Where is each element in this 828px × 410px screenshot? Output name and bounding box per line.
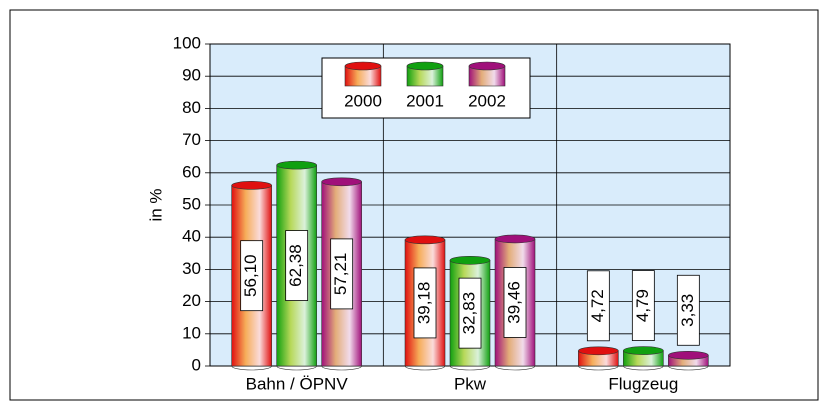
bar-top: [623, 346, 664, 355]
value-label: 4,72: [588, 289, 607, 322]
bar-top: [404, 235, 446, 245]
bar-top: [494, 234, 536, 244]
value-label: 39,18: [414, 282, 433, 325]
legend-label: 2001: [406, 91, 444, 110]
y-tick-label: 60: [182, 162, 201, 181]
value-label-box: [631, 270, 655, 341]
value-label-box: [330, 238, 354, 310]
legend-swatch-top: [406, 61, 444, 71]
bar-top: [449, 255, 491, 265]
bar-bottom: [494, 365, 536, 371]
value-label: 32,83: [459, 292, 478, 335]
bar-bottom: [449, 365, 491, 371]
value-label: 62,38: [286, 244, 305, 287]
value-label-box: [458, 277, 482, 349]
y-tick-label: 90: [182, 66, 201, 85]
legend-swatch-top: [344, 61, 382, 71]
y-tick-label: 80: [182, 98, 201, 117]
bar-bottom: [578, 365, 619, 371]
x-tick-label: Pkw: [454, 374, 487, 393]
value-label-box: [676, 274, 700, 346]
y-tick-label: 100: [173, 33, 201, 52]
value-label-box: [413, 267, 437, 339]
bar-bottom: [404, 365, 446, 371]
y-tick-label: 30: [182, 259, 201, 278]
value-label: 56,10: [241, 254, 260, 297]
value-label: 39,46: [504, 281, 523, 324]
legend-swatch-top: [468, 61, 506, 71]
bar-top: [578, 346, 619, 356]
bar-bottom: [231, 365, 272, 371]
legend-label: 2000: [344, 91, 382, 110]
value-label-box: [586, 270, 610, 342]
y-tick-label: 50: [182, 194, 201, 213]
bar-bottom: [321, 365, 362, 371]
y-tick-label: 40: [182, 227, 201, 246]
y-tick-label: 0: [192, 355, 201, 374]
value-label: 57,21: [331, 253, 350, 296]
legend-label: 2002: [468, 91, 506, 110]
x-tick-label: Bahn / ÖPNV: [246, 374, 349, 393]
y-tick-label: 20: [182, 291, 201, 310]
y-axis-label: in %: [146, 188, 165, 221]
value-label-box: [503, 267, 527, 338]
bar-top: [276, 160, 317, 170]
value-label-box: [285, 230, 309, 301]
bar-bottom: [623, 365, 664, 371]
y-tick-label: 10: [182, 323, 201, 342]
bar-bottom: [276, 365, 317, 371]
bar-top: [321, 177, 362, 187]
bar-bottom: [668, 365, 709, 371]
bar-top: [231, 181, 272, 190]
value-label: 3,33: [678, 294, 697, 327]
x-tick-label: Flugzeug: [608, 374, 678, 393]
bar-top: [668, 350, 709, 360]
value-label: 4,79: [633, 289, 652, 322]
y-tick-label: 70: [182, 130, 201, 149]
value-label-box: [240, 240, 264, 312]
